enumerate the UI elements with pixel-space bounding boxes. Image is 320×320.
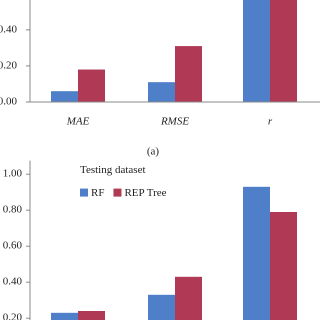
bar bbox=[243, 0, 270, 102]
bar bbox=[175, 276, 202, 320]
bar bbox=[175, 46, 202, 102]
y-tick-label: 0.40 bbox=[3, 276, 23, 288]
y-tick-label: 0.20 bbox=[3, 312, 23, 320]
legend-swatch bbox=[80, 188, 88, 197]
bar bbox=[51, 91, 78, 102]
legend-label: REP Tree bbox=[124, 187, 166, 199]
bar bbox=[270, 0, 297, 102]
bar bbox=[78, 311, 105, 320]
legend-title: Testing dataset bbox=[80, 164, 146, 176]
bar bbox=[78, 69, 105, 102]
x-tick-label: r bbox=[268, 116, 273, 128]
legend-swatch bbox=[113, 188, 122, 197]
plot-b bbox=[51, 186, 297, 320]
caption: (a) bbox=[147, 146, 160, 158]
y-tick-label: 0.80 bbox=[3, 204, 23, 216]
bar bbox=[51, 312, 78, 320]
y-tick-label: 1.00 bbox=[3, 168, 23, 180]
y-tick-label: 0.60 bbox=[3, 240, 23, 252]
bar bbox=[148, 82, 175, 102]
y-tick-label: 0.40 bbox=[0, 23, 18, 35]
plot-a bbox=[51, 0, 297, 102]
y-tick-label: 0.20 bbox=[0, 59, 18, 71]
legend-label: RF bbox=[91, 187, 104, 199]
x-tick-label: RMSE bbox=[160, 116, 189, 128]
bar bbox=[270, 212, 297, 320]
x-tick-label: MAE bbox=[66, 116, 90, 128]
bar bbox=[148, 294, 175, 320]
y-tick-label: 0.00 bbox=[0, 96, 18, 108]
bar bbox=[243, 186, 270, 320]
